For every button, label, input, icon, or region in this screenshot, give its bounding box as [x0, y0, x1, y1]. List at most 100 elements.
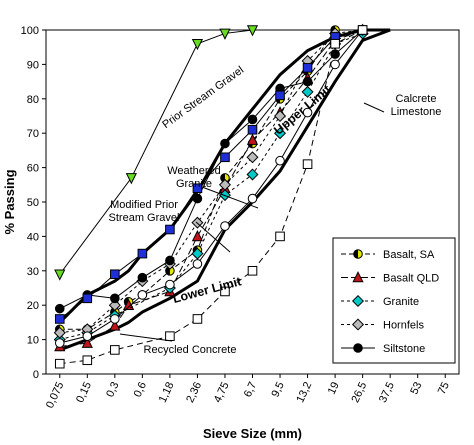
y-tick-label: 50 — [27, 197, 39, 209]
point-square — [137, 248, 148, 259]
x-tick-label: 0,6 — [132, 380, 149, 399]
point-circle-open — [330, 59, 340, 70]
point-square-open — [220, 286, 230, 297]
point-square — [247, 124, 258, 135]
data-point — [137, 272, 148, 283]
point-square-open — [330, 38, 340, 49]
data-point — [274, 127, 287, 140]
x-tick-label: 6,7 — [242, 380, 259, 399]
point-square-open — [302, 159, 313, 169]
data-point — [351, 294, 365, 308]
y-tick-label: 80 — [27, 94, 39, 106]
series — [54, 25, 368, 324]
data-point — [53, 326, 66, 339]
point-diamond — [53, 326, 66, 339]
y-tick-label: 70 — [27, 128, 39, 140]
point-triangle-down — [125, 173, 137, 185]
x-tick-label: 4,75 — [212, 380, 232, 404]
point-circle-open — [54, 338, 65, 348]
point-triangle-down — [219, 28, 231, 40]
point-diamond — [274, 127, 287, 140]
point-square-open — [110, 345, 120, 355]
data-point — [110, 269, 120, 280]
point-triangle-down — [191, 38, 204, 51]
data-point — [82, 355, 93, 366]
data-point — [191, 247, 204, 260]
data-point — [165, 255, 175, 266]
y-tick-label: 0 — [33, 369, 39, 381]
data-point — [191, 229, 204, 242]
data-point — [81, 336, 93, 348]
data-point — [275, 90, 285, 101]
point-diamond — [191, 247, 204, 260]
data-point — [274, 109, 287, 123]
annotation-label: Recycled Concrete — [144, 344, 237, 356]
point-circle-open — [137, 290, 148, 300]
legend: Basalt, SA Basalt QLD Granite Hornfels Silts… — [332, 237, 456, 364]
data-point — [246, 133, 259, 145]
legend-entry: Basalt, SA — [341, 249, 435, 261]
point-circle-open — [110, 314, 120, 324]
data-point — [165, 279, 175, 290]
point-diamond — [218, 178, 231, 191]
y-tick-label: 60 — [27, 163, 39, 175]
data-point — [330, 59, 340, 70]
series — [54, 25, 368, 369]
annotation-line: Calcrete — [396, 93, 437, 105]
point-square — [220, 152, 230, 163]
y-tick-label: 30 — [27, 266, 39, 278]
series-line — [59, 29, 363, 365]
point-triangle — [352, 271, 364, 283]
axes: 0 10 20 30 40 50 60 70 80 90 100 0,075 0,15 0,3 0,6 1,1… — [2, 25, 460, 441]
point-diamond — [274, 109, 287, 123]
data-point — [247, 193, 258, 204]
data-point — [301, 85, 314, 98]
point-circle — [247, 114, 258, 125]
data-point — [302, 107, 313, 118]
data-point — [247, 114, 258, 125]
point-square-open — [165, 331, 175, 341]
y-tick-label: 20 — [27, 300, 39, 312]
data-point — [109, 319, 121, 331]
series-line — [59, 29, 363, 334]
point-square — [165, 224, 175, 235]
data-point — [352, 271, 364, 283]
y-tick-label: 10 — [27, 335, 39, 347]
y-tick-label: 90 — [27, 59, 39, 71]
point-diamond — [301, 85, 314, 98]
point-square — [192, 183, 203, 194]
series — [54, 25, 368, 348]
y-axis-title: % Passing — [2, 169, 17, 234]
legend-entry: Hornfels — [341, 318, 424, 332]
x-tick-label: 0,3 — [104, 380, 121, 399]
series — [54, 25, 368, 314]
pointer-line — [201, 186, 259, 209]
point-triangle — [81, 336, 93, 348]
data-point — [192, 183, 203, 194]
data-point — [246, 168, 259, 181]
data-point — [110, 293, 120, 304]
point-square-open — [82, 355, 93, 366]
point-circle — [330, 49, 340, 59]
point-diamond — [246, 151, 259, 164]
legend-label: Siltstone — [383, 343, 425, 355]
point-triangle — [191, 229, 204, 242]
point-triangle — [246, 133, 259, 145]
data-point — [246, 25, 259, 37]
legend-entry: Granite — [341, 294, 419, 308]
data-point — [192, 259, 203, 269]
series-line — [59, 29, 364, 344]
data-point — [353, 249, 363, 259]
series-line — [59, 32, 363, 341]
point-circle — [302, 76, 313, 87]
data-point — [110, 345, 120, 355]
data-point — [330, 38, 340, 49]
annotation-line: Weathered — [167, 165, 221, 177]
series-line — [59, 29, 253, 275]
point-diamond — [108, 299, 121, 312]
y-tick-label: 40 — [27, 231, 39, 243]
data-point — [54, 338, 65, 348]
point-square — [110, 269, 120, 280]
point-circle — [137, 272, 148, 283]
